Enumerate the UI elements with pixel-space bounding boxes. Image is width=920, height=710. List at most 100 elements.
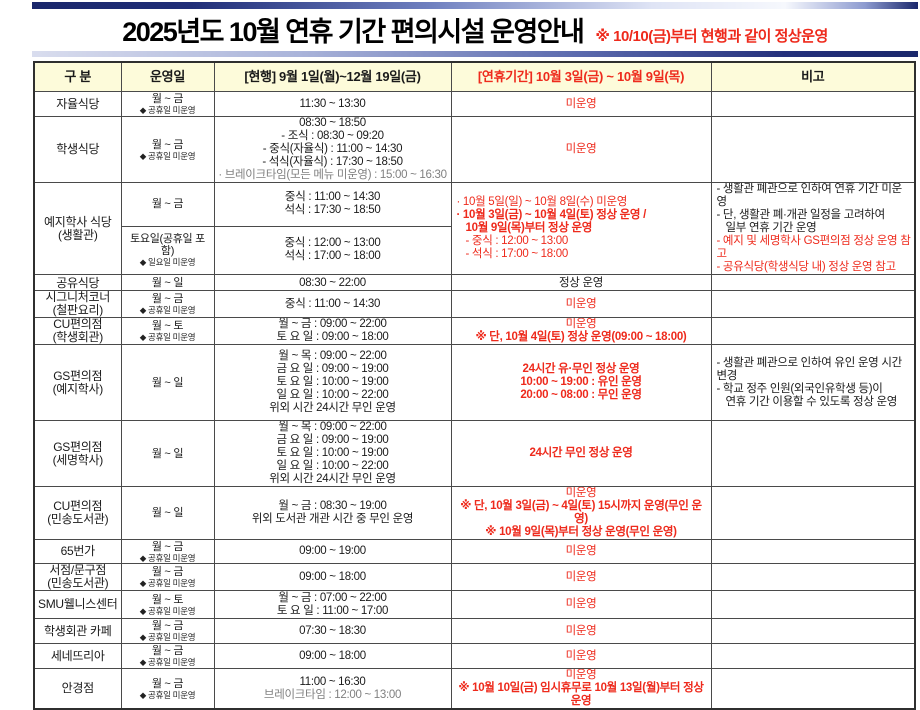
cell-current: 07:30 ~ 18:30 xyxy=(213,618,452,644)
current-line: 월 ~ 목 : 09:00 ~ 22:00 xyxy=(278,421,387,434)
cell-days: 월 ~ 일 xyxy=(120,486,215,540)
days-main: 월 ~ 금 xyxy=(151,620,184,632)
cell-days: 월 ~ 일 xyxy=(120,420,215,487)
cell-category: 서점/문구점 (민송도서관) xyxy=(33,563,122,591)
current-line: 중식 : 11:00 ~ 14:30 xyxy=(284,191,381,204)
cell-remark xyxy=(710,274,916,291)
facility-operation-table: 구 분 운영일 [현행] 9월 1일(월)~12월 19일(금) [연휴기간] … xyxy=(33,61,916,710)
cell-holiday: 정상 운영 xyxy=(450,274,712,291)
cell-remark xyxy=(710,668,916,710)
current-line: 위외 시간 24시간 무인 운영 xyxy=(269,402,396,414)
current-line: - 중식(자율식) : 11:00 ~ 14:30 xyxy=(262,143,403,155)
cell-category: GS편의점 (예지학사) xyxy=(33,344,122,421)
days-note: ◆ 공휴일 미운영 xyxy=(139,632,196,642)
current-line: 08:30 ~ 18:50 xyxy=(299,117,366,130)
days-note: ◆ 공휴일 미운영 xyxy=(139,150,196,161)
days-main: 월 ~ 금 xyxy=(151,293,184,305)
cell-current: 08:30 ~ 18:50 - 조식 : 08:30 ~ 09:20 - 중식(… xyxy=(213,116,452,183)
category-name: CU편의점 xyxy=(53,499,103,513)
cell-days: 월 ~ 금 ◆ 공휴일 미운영 xyxy=(120,290,215,318)
cell-category: 학생회관 카페 xyxy=(33,618,122,644)
holiday-line: 10월 9일(목)부터 정상 운영 xyxy=(465,222,593,234)
row-haksaeng: 학생식당 월 ~ 금 ◆ 공휴일 미운영 08:30 ~ 18:50 - 조식 … xyxy=(33,116,916,183)
cell-remark xyxy=(710,539,916,564)
days-note: ◆ 일요일 미운영 xyxy=(139,257,196,268)
row-yeji-weekday: 예지학사 식당 (생활관) 월 ~ 금 중식 : 11:00 ~ 14:30 석… xyxy=(33,182,916,275)
cell-holiday: 미운영 xyxy=(450,643,712,669)
cell-holiday: 미운영 xyxy=(450,563,712,591)
current-line: 11:00 ~ 16:30 xyxy=(299,675,366,688)
category-sub: (세명학사) xyxy=(52,452,104,467)
days-note: ◆ 공휴일 미운영 xyxy=(139,578,196,588)
cell-category: CU편의점 (민송도서관) xyxy=(33,486,122,540)
title-note: ※ 10/10(금)부터 현행과 같이 정상운영 xyxy=(595,28,828,45)
cell-holiday: 미운영 ※ 10월 10일(금) 임시휴무로 10월 13일(월)부터 정상운영 xyxy=(450,668,712,710)
days-note: ◆ 공휴일 미운영 xyxy=(139,552,196,563)
days-main: 월 ~ 금 xyxy=(151,540,184,553)
remark-line: - 단, 생활관 폐·개관 일정을 고려하여 xyxy=(716,209,886,221)
category-name: 시그니처코너 xyxy=(45,290,111,304)
current-line: 금 요 일 : 09:00 ~ 19:00 xyxy=(276,363,389,375)
page-title: 2025년도 10월 연휴 기간 편의시설 운영안내 xyxy=(122,17,585,47)
cell-category: SMU웰니스센터 xyxy=(33,590,122,619)
cell-days: 월 ~ 금 ◆ 공휴일 미운영 xyxy=(120,539,215,564)
cell-remark: - 생활관 폐관으로 인하여 유인 운영 시간 변경 - 학교 정주 인원(외국… xyxy=(710,344,916,421)
row-cu-minsong: CU편의점 (민송도서관) 월 ~ 일 월 ~ 금 : 08:30 ~ 19:0… xyxy=(33,486,916,540)
cell-current: 중식 : 12:00 ~ 13:00 석식 : 17:00 ~ 18:00 xyxy=(213,225,452,275)
days-note: ◆ 공휴일 미운영 xyxy=(139,689,196,700)
cell-remark xyxy=(710,116,916,183)
cell-current: 11:30 ~ 13:30 xyxy=(213,91,452,117)
cell-days: 월 ~ 금 ◆ 공휴일 미운영 xyxy=(120,116,215,183)
cell-remark xyxy=(710,317,916,345)
remark-line: 연휴 기간 이용할 수 있도록 정상 운영 xyxy=(725,395,898,408)
holiday-line: - 중식 : 12:00 ~ 13:00 xyxy=(465,235,569,247)
current-line: 중식 : 12:00 ~ 13:00 xyxy=(284,237,381,250)
holiday-line: · 10월 5일(일) ~ 10월 8일(수) 미운영 xyxy=(456,196,628,208)
cell-days: 토요일(공휴일 포함) ◆ 일요일 미운영 xyxy=(120,225,215,275)
category-sub: (철판요리) xyxy=(52,303,104,317)
holiday-line: ※ 10월 10일(금) 임시휴무로 10월 13일(월)부터 정상운영 xyxy=(458,682,704,707)
remark-line: 일부 연휴 기간 운영 xyxy=(725,222,817,234)
current-line: 월 ~ 금 : 08:30 ~ 19:00 xyxy=(278,500,387,512)
current-line: 위외 시간 24시간 무인 운영 xyxy=(269,473,396,485)
days-main: 월 ~ 금 xyxy=(151,93,184,105)
current-line: - 석식(자율식) : 17:30 ~ 18:50 xyxy=(262,156,403,168)
category-name: GS편의점 xyxy=(53,439,103,454)
holiday-line: 24시간 유·무인 정상 운영 xyxy=(522,363,640,375)
title-top-gradient-bar xyxy=(32,2,918,9)
days-main: 월 ~ 일 xyxy=(151,507,184,519)
days-note: ◆ 공휴일 미운영 xyxy=(139,332,196,342)
row-yeji-saturday: 토요일(공휴일 포함) ◆ 일요일 미운영 중식 : 12:00 ~ 13:00… xyxy=(34,225,915,275)
current-line: 금 요 일 : 09:00 ~ 19:00 xyxy=(276,434,389,446)
header-current-schedule: [현행] 9월 1일(월)~12월 19일(금) xyxy=(213,61,452,92)
category-name: 서점/문구점 xyxy=(49,563,107,577)
cell-holiday: 24시간 무인 정상 운영 xyxy=(450,420,712,487)
title-block: 2025년도 10월 연휴 기간 편의시설 운영안내 ※ 10/10(금)부터 … xyxy=(32,2,918,57)
current-line: 석식 : 17:00 ~ 18:00 xyxy=(284,250,381,263)
cell-days: 월 ~ 금 ◆ 공휴일 미운영 xyxy=(120,563,215,591)
cell-remark xyxy=(710,563,916,591)
cell-category: 자율식당 xyxy=(33,91,122,117)
current-line: 월 ~ 목 : 09:00 ~ 22:00 xyxy=(278,350,387,362)
cell-remark xyxy=(710,290,916,318)
remark-line: - 예지 및 세명학사 GS편의점 정상 운영 참고 xyxy=(716,235,911,260)
category-sub: (예지학사) xyxy=(52,381,104,396)
days-note: ◆ 공휴일 미운영 xyxy=(139,605,196,616)
cell-holiday: 미운영 xyxy=(450,290,712,318)
cell-current: 월 ~ 금 : 09:00 ~ 22:00 토 요 일 : 09:00 ~ 18… xyxy=(213,317,452,345)
table-header-row: 구 분 운영일 [현행] 9월 1일(월)~12월 19일(금) [연휴기간] … xyxy=(33,61,916,92)
row-cu-hakgwan: CU편의점 (학생회관) 월 ~ 토 ◆ 공휴일 미운영 월 ~ 금 : 09:… xyxy=(33,317,916,345)
holiday-line: ※ 10월 9일(목)부터 정상 운영(무인 운영) xyxy=(485,526,677,538)
cell-days: 월 ~ 일 xyxy=(120,344,215,421)
days-main: 월 ~ 금 xyxy=(151,198,184,211)
row-gongyu: 공유식당 월 ~ 일 08:30 ~ 22:00 정상 운영 xyxy=(33,274,916,291)
category-sub: (생활관) xyxy=(57,227,98,242)
cell-current: 11:00 ~ 16:30 브레이크타임 : 12:00 ~ 13:00 xyxy=(213,668,452,710)
holiday-line: · 10월 3일(금) ~ 10월 4일(토) 정상 운영 / xyxy=(456,209,647,221)
days-main: 월 ~ 토 xyxy=(151,593,184,606)
current-line: 토 요 일 : 10:00 ~ 19:00 xyxy=(276,447,389,459)
holiday-line: - 석식 : 17:00 ~ 18:00 xyxy=(465,248,569,260)
cell-days: 월 ~ 금 ◆ 공휴일 미운영 xyxy=(120,668,215,710)
cell-current: 월 ~ 금 : 08:30 ~ 19:00 위외 도서관 개관 시간 중 무인 … xyxy=(213,486,452,540)
current-line: 석식 : 17:30 ~ 18:50 xyxy=(284,204,381,217)
